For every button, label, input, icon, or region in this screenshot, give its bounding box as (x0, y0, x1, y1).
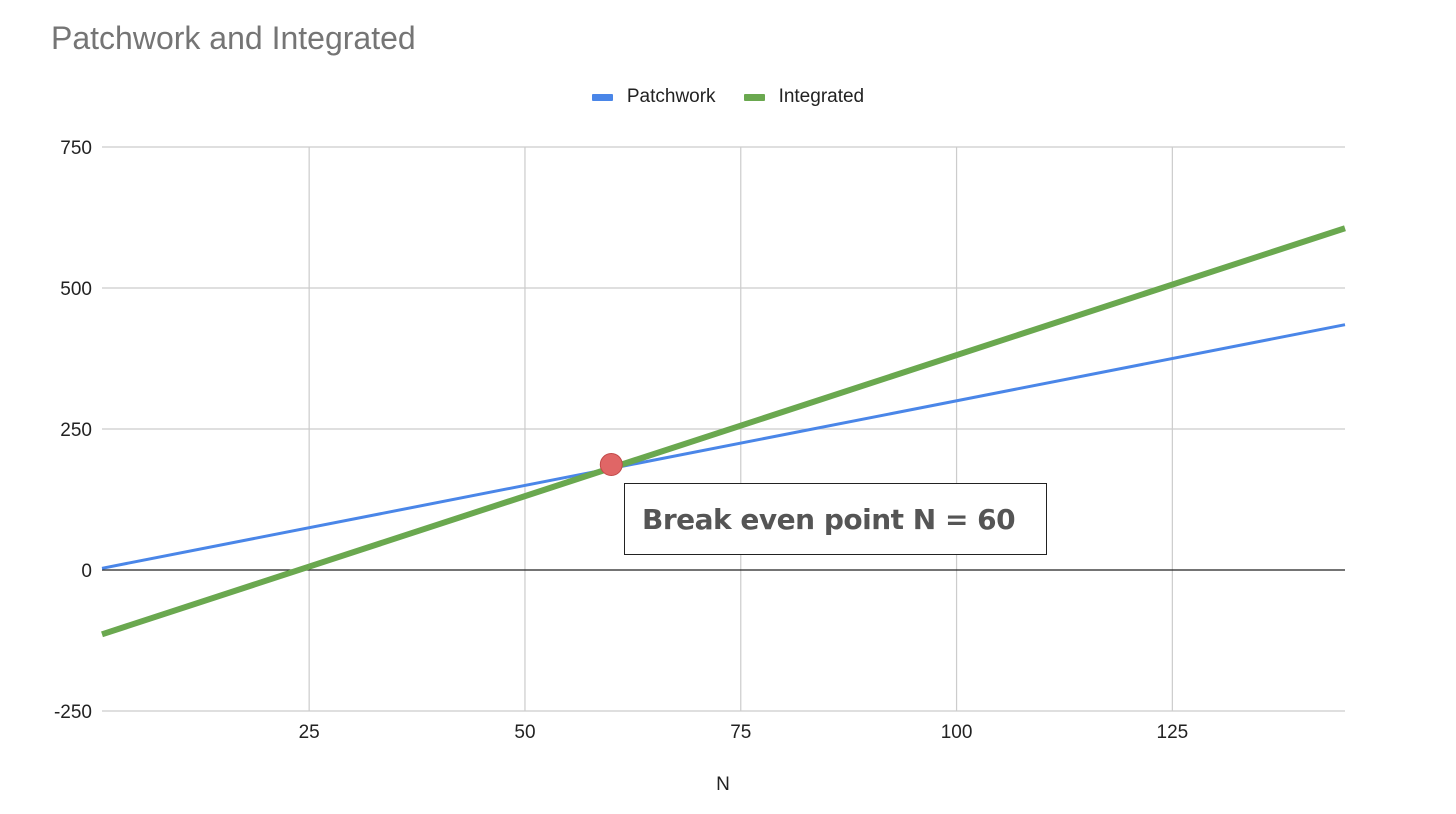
legend-item-integrated[interactable]: Integrated (743, 86, 865, 108)
legend-swatch-patchwork (591, 93, 613, 101)
legend-swatch-integrated (743, 93, 765, 101)
x-tick-label: 75 (730, 722, 751, 743)
x-axis-title: N (716, 774, 730, 795)
legend-label-patchwork: Patchwork (626, 86, 716, 107)
chart-title: Patchwork and Integrated (51, 20, 416, 56)
series-line-patchwork (101, 323, 1346, 570)
axes: -250 0 250 500 750 25 50 75 100 125 (54, 138, 1345, 743)
x-tick-label: 100 (941, 722, 973, 743)
y-tick-label: 500 (60, 279, 92, 300)
x-tick-label: 50 (514, 722, 535, 743)
series-line-integrated (101, 225, 1346, 638)
annotation-text: Break even point N = 60 (642, 502, 1016, 536)
y-tick-label: 250 (60, 420, 92, 441)
marker-layer (599, 453, 623, 477)
y-tick-label: 0 (81, 561, 92, 582)
legend-item-patchwork[interactable]: Patchwork (591, 86, 716, 108)
annotation-box: Break even point N = 60 (624, 483, 1047, 555)
x-tick-label: 25 (299, 722, 320, 743)
break-even-marker (599, 453, 623, 477)
series-layer (101, 225, 1346, 638)
y-tick-label: -250 (54, 702, 92, 723)
legend-label-integrated: Integrated (778, 86, 865, 107)
x-tick-label: 125 (1157, 722, 1189, 743)
y-tick-label: 750 (60, 138, 92, 159)
legend: Patchwork Integrated (0, 86, 1456, 108)
